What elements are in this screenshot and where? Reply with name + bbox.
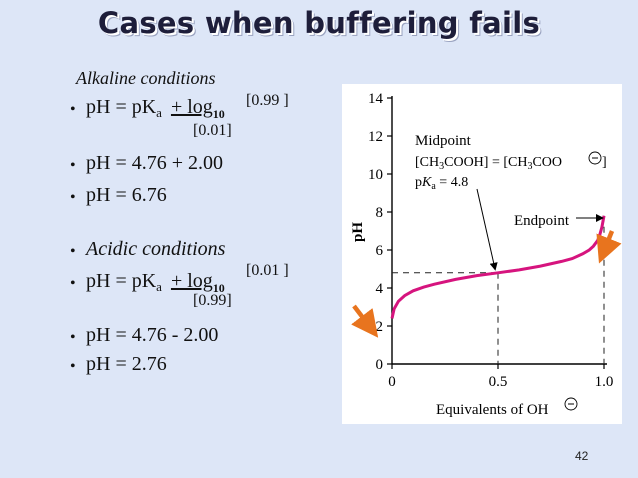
x-tick-label: 0.5 — [489, 374, 508, 390]
alkaline-result: pH = 6.76 — [86, 184, 167, 206]
bullet: • — [70, 358, 76, 375]
page-number: 42 — [575, 449, 589, 463]
y-tick-label: 6 — [376, 243, 384, 259]
bullet: • — [70, 189, 76, 206]
bullet: • — [70, 157, 76, 174]
acidic-heading: Acidic conditions — [86, 238, 226, 260]
y-axis-label: pH — [350, 222, 366, 242]
x-axis-label: Equivalents of OH — [436, 402, 549, 418]
midpoint-equation-close: ] — [602, 155, 607, 170]
endpoint-label: Endpoint — [514, 213, 570, 229]
titration-chart-svg: 0 2 4 6 8 10 12 14 0 0.5 1.0 Midpoint [CH3COOH] =… — [350, 91, 622, 418]
acidic-result: pH = 2.76 — [86, 353, 167, 375]
alkaline-heading: Alkaline conditions — [76, 68, 216, 88]
acidic-denominator: [0.99] — [193, 292, 232, 309]
y-tick-label: 4 — [376, 281, 384, 297]
alkaline-numerator: [0.99 ] — [246, 92, 289, 109]
y-tick-label: 12 — [368, 129, 383, 145]
midpoint-equation: [CH3COOH] = [CH3COO — [415, 155, 562, 172]
x-tick-label: 1.0 — [595, 374, 614, 390]
y-tick-label: 10 — [368, 167, 383, 183]
bullet: • — [70, 275, 76, 292]
bullet: • — [70, 329, 76, 346]
alkaline-denominator: [0.01] — [193, 122, 232, 139]
alkaline-formula: pH = pKa + log10 — [86, 96, 225, 121]
acidic-numerator: [0.01 ] — [246, 262, 289, 279]
acidic-step2: pH = 4.76 - 2.00 — [86, 324, 219, 346]
titration-curve — [390, 215, 606, 319]
low-ph-highlight-arrow — [351, 304, 379, 338]
bullet: • — [70, 243, 76, 260]
midpoint-pka: pKa = 4.8 — [415, 175, 468, 192]
acidic-formula: pH = pKa + log10 — [86, 270, 225, 295]
y-tick-label: 2 — [376, 319, 384, 335]
y-tick-label: 14 — [368, 91, 384, 107]
bullet: • — [70, 101, 76, 118]
midpoint-label: Midpoint — [415, 133, 472, 149]
x-tick-label: 0 — [388, 374, 396, 390]
y-tick-label: 0 — [376, 357, 384, 373]
alkaline-step2: pH = 4.76 + 2.00 — [86, 152, 224, 174]
slide-title: Cases when buffering fails — [97, 6, 541, 40]
midpoint-arrow — [476, 188, 498, 271]
high-ph-highlight-arrow — [596, 230, 622, 264]
titration-chart: 0 2 4 6 8 10 12 14 0 0.5 1.0 Midpoint [CH3COOH] =… — [342, 84, 622, 424]
y-tick-label: 8 — [376, 205, 384, 221]
